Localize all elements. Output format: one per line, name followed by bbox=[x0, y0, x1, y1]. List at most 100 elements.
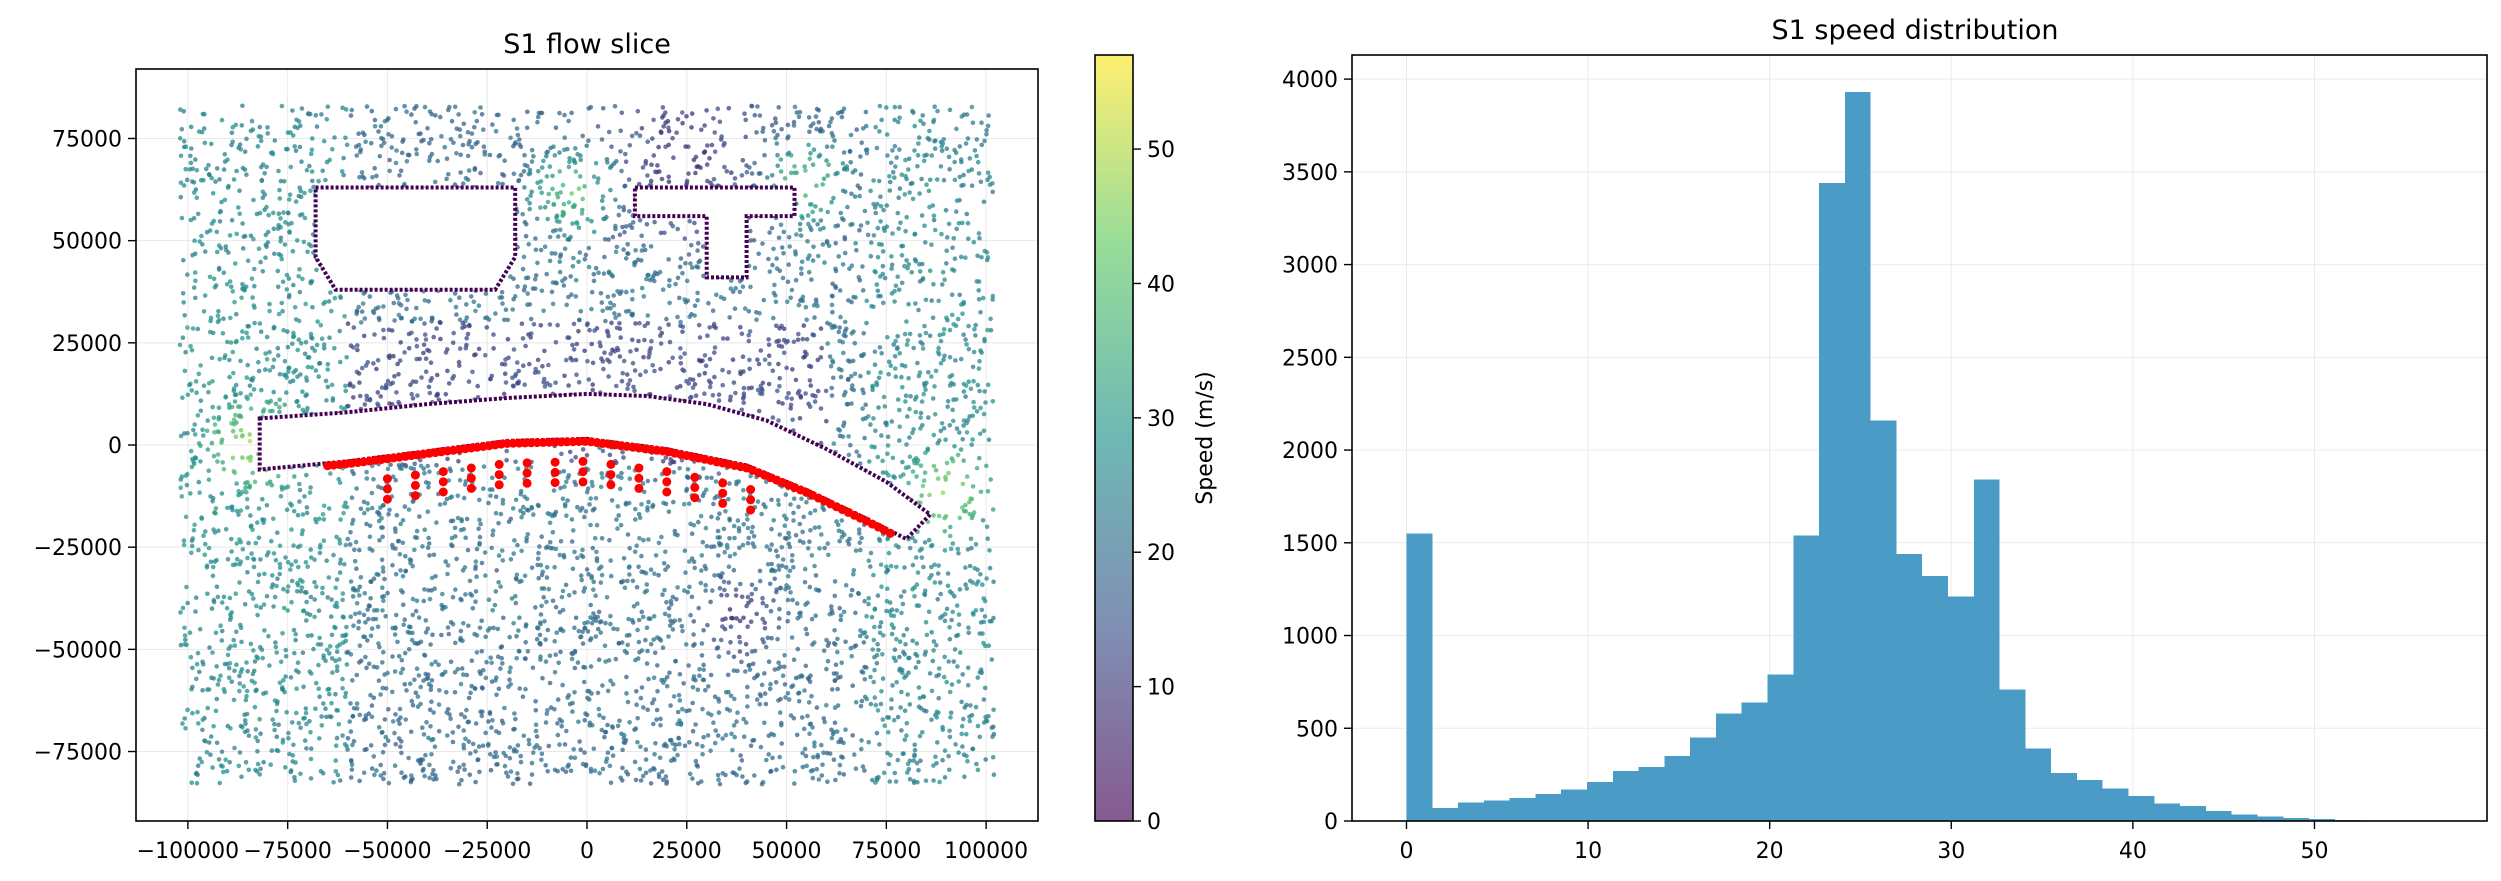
flow-point bbox=[547, 511, 553, 517]
flow-point bbox=[896, 544, 901, 550]
flow-point bbox=[922, 323, 927, 329]
flow-point bbox=[426, 735, 431, 741]
flow-point bbox=[357, 712, 363, 718]
flow-point bbox=[732, 734, 737, 740]
flow-point bbox=[913, 409, 919, 415]
flow-point bbox=[374, 768, 379, 773]
flow-point bbox=[231, 177, 237, 182]
flow-point bbox=[361, 333, 367, 339]
flow-point bbox=[297, 185, 303, 190]
flow-point bbox=[809, 227, 814, 233]
flow-point bbox=[291, 282, 296, 288]
flow-point bbox=[500, 172, 505, 177]
flow-point bbox=[288, 379, 293, 385]
flow-point bbox=[861, 331, 866, 336]
flow-point bbox=[566, 164, 572, 170]
flow-point bbox=[956, 679, 961, 684]
flow-point bbox=[845, 204, 850, 210]
flow-point bbox=[906, 262, 912, 267]
flow-point bbox=[178, 433, 184, 439]
flow-point bbox=[639, 233, 644, 239]
flow-point bbox=[473, 352, 478, 357]
flow-point bbox=[269, 584, 275, 590]
flow-point bbox=[725, 336, 730, 341]
flow-point bbox=[422, 652, 427, 658]
flow-point bbox=[769, 173, 775, 178]
flow-point bbox=[642, 323, 648, 329]
flow-point bbox=[900, 384, 905, 390]
flow-point bbox=[702, 353, 708, 358]
flow-point bbox=[502, 158, 508, 163]
flow-point bbox=[466, 379, 472, 384]
flow-point bbox=[336, 722, 342, 727]
flow-point bbox=[365, 501, 370, 506]
flow-point bbox=[788, 502, 793, 507]
flow-point bbox=[879, 433, 884, 438]
flow-point bbox=[886, 730, 891, 735]
flow-point bbox=[651, 117, 656, 123]
flow-point bbox=[544, 153, 549, 159]
flow-point bbox=[282, 402, 288, 408]
flow-point bbox=[830, 611, 835, 616]
flow-point bbox=[538, 323, 544, 328]
flow-point bbox=[344, 142, 350, 148]
flow-point bbox=[252, 704, 258, 710]
flow-point bbox=[340, 676, 345, 682]
flow-point bbox=[193, 595, 199, 600]
flow-point bbox=[700, 706, 705, 712]
flow-point bbox=[790, 417, 795, 423]
flow-point bbox=[779, 545, 785, 550]
flow-point bbox=[918, 463, 924, 469]
flow-point bbox=[575, 660, 581, 665]
flow-point bbox=[249, 118, 255, 124]
flow-point bbox=[500, 301, 505, 306]
flow-point bbox=[598, 630, 603, 635]
flow-point bbox=[311, 184, 316, 190]
flow-point bbox=[860, 288, 866, 293]
flow-point bbox=[936, 513, 942, 519]
flow-point bbox=[378, 762, 384, 768]
flow-point bbox=[836, 366, 842, 372]
flow-point bbox=[253, 735, 259, 740]
flow-point bbox=[742, 306, 748, 311]
flow-point bbox=[717, 586, 723, 591]
flow-point bbox=[600, 206, 606, 211]
flow-point bbox=[531, 750, 536, 755]
flow-point bbox=[625, 242, 630, 247]
flow-point bbox=[788, 170, 794, 176]
flow-point bbox=[500, 558, 506, 563]
flow-point bbox=[693, 170, 698, 176]
flow-point bbox=[815, 753, 820, 758]
flow-point bbox=[443, 391, 449, 397]
flow-point bbox=[233, 434, 239, 440]
flow-point bbox=[885, 451, 890, 457]
flow-point bbox=[370, 175, 375, 180]
flow-point bbox=[453, 304, 459, 310]
flow-point bbox=[974, 279, 980, 284]
flow-point bbox=[287, 229, 292, 234]
flow-point bbox=[825, 643, 831, 648]
flow-point bbox=[739, 594, 745, 600]
flow-point bbox=[947, 728, 952, 734]
flow-point bbox=[793, 277, 799, 283]
flow-point bbox=[990, 189, 995, 195]
flow-point bbox=[300, 528, 306, 533]
flow-point bbox=[489, 725, 494, 730]
flow-point bbox=[691, 619, 697, 624]
flow-point bbox=[312, 348, 318, 354]
flow-point bbox=[691, 559, 697, 565]
flow-point bbox=[291, 742, 296, 748]
flow-point bbox=[608, 187, 613, 193]
flow-point bbox=[589, 620, 595, 626]
flow-point bbox=[252, 659, 258, 664]
flow-point bbox=[323, 706, 328, 711]
flow-point bbox=[304, 618, 309, 623]
flow-point bbox=[457, 346, 463, 351]
flow-point bbox=[491, 625, 496, 631]
flow-point bbox=[593, 593, 598, 598]
flow-point bbox=[889, 254, 894, 259]
flow-point bbox=[741, 716, 746, 722]
flow-point bbox=[488, 655, 494, 660]
flow-point bbox=[483, 315, 488, 321]
flow-point bbox=[285, 608, 291, 613]
